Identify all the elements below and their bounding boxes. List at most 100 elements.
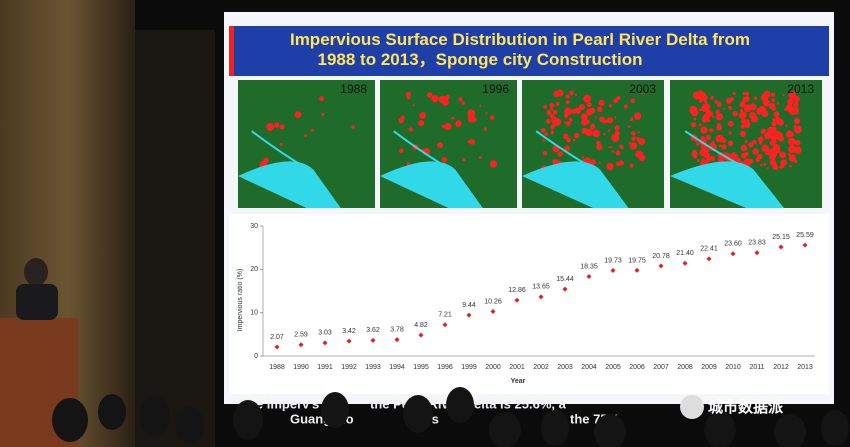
urban-area (444, 122, 452, 131)
urban-area (741, 98, 747, 104)
urban-area (553, 116, 556, 120)
data-label: 23.60 (724, 241, 742, 248)
urban-area (616, 95, 621, 101)
urban-area (603, 133, 606, 136)
urban-area (793, 117, 801, 125)
urban-area (573, 132, 580, 139)
x-tick-label: 2002 (533, 364, 549, 371)
urban-area (553, 118, 562, 126)
marker (346, 338, 352, 344)
urban-area (761, 147, 765, 151)
urban-area (578, 103, 585, 110)
urban-area (549, 113, 555, 119)
watermark-icon (680, 395, 704, 419)
urban-area (399, 148, 404, 154)
urban-area (483, 127, 488, 131)
urban-area (489, 115, 495, 121)
urban-area (581, 118, 588, 126)
marker (466, 312, 472, 318)
urban-area (611, 150, 615, 153)
title-bar (229, 26, 829, 76)
urban-area (412, 104, 415, 107)
marker (778, 244, 784, 250)
marker (562, 286, 568, 292)
urban-area (574, 93, 578, 97)
marker (538, 294, 544, 300)
urban-area (294, 111, 302, 118)
data-label: 23.83 (748, 240, 766, 247)
urban-area (764, 132, 771, 139)
urban-area (634, 112, 642, 120)
urban-area (771, 121, 777, 127)
urban-area (729, 154, 735, 160)
marker (610, 268, 616, 274)
urban-area (721, 144, 727, 150)
urban-area (540, 127, 546, 133)
marker (586, 273, 592, 279)
x-tick-label: 1991 (317, 364, 333, 371)
urban-area (732, 110, 738, 117)
urban-area (398, 117, 404, 124)
map-year: 1988 (340, 82, 367, 96)
urban-area (581, 156, 584, 159)
urban-area (749, 103, 757, 111)
urban-area (565, 94, 570, 99)
x-tick-label: 1992 (341, 364, 357, 371)
urban-area (755, 157, 760, 163)
urban-area (773, 136, 776, 140)
data-label: 25.15 (772, 234, 790, 241)
urban-area (787, 137, 796, 146)
urban-area (711, 140, 715, 145)
urban-area (279, 142, 283, 146)
urban-area (426, 92, 433, 98)
urban-area (543, 104, 547, 109)
data-label: 25.59 (796, 232, 814, 239)
urban-area (757, 106, 766, 114)
urban-area (555, 102, 560, 107)
urban-area (542, 139, 545, 142)
urban-area (631, 136, 636, 142)
marker (634, 267, 640, 273)
urban-area (485, 112, 488, 115)
urban-area (614, 125, 620, 131)
urban-area (695, 140, 698, 144)
river (522, 161, 629, 208)
y-tick-label: 20 (250, 266, 258, 273)
urban-area (630, 98, 635, 104)
urban-area (788, 145, 797, 154)
urban-area (743, 104, 752, 113)
urban-area (489, 160, 497, 168)
urban-area (274, 122, 280, 128)
urban-area (461, 101, 465, 105)
urban-area (565, 100, 570, 105)
urban-area (580, 113, 588, 121)
urban-area (553, 90, 560, 98)
urban-area (431, 95, 439, 103)
urban-area (763, 162, 767, 166)
urban-area (550, 130, 555, 135)
data-label: 3.42 (342, 328, 356, 335)
urban-area (610, 146, 613, 149)
urban-area (716, 124, 723, 131)
urban-area (467, 140, 472, 144)
marker (370, 337, 376, 343)
data-label: 19.75 (628, 257, 646, 264)
urban-area (740, 124, 745, 129)
watermark: 城市数据派 (708, 398, 784, 416)
urban-area (782, 94, 785, 97)
map-year: 2003 (629, 82, 656, 96)
urban-area (714, 100, 719, 104)
urban-area (606, 117, 614, 124)
urban-area (739, 101, 746, 108)
x-tick-label: 2006 (629, 364, 645, 371)
urban-area (606, 162, 614, 171)
urban-area (565, 121, 571, 127)
urban-area (629, 117, 634, 122)
x-tick-label: 1995 (413, 364, 429, 371)
data-label: 3.78 (390, 326, 404, 333)
urban-area (794, 125, 802, 134)
urban-area (708, 128, 714, 133)
marker (322, 340, 328, 346)
urban-area (442, 99, 449, 106)
urban-area (607, 129, 611, 132)
